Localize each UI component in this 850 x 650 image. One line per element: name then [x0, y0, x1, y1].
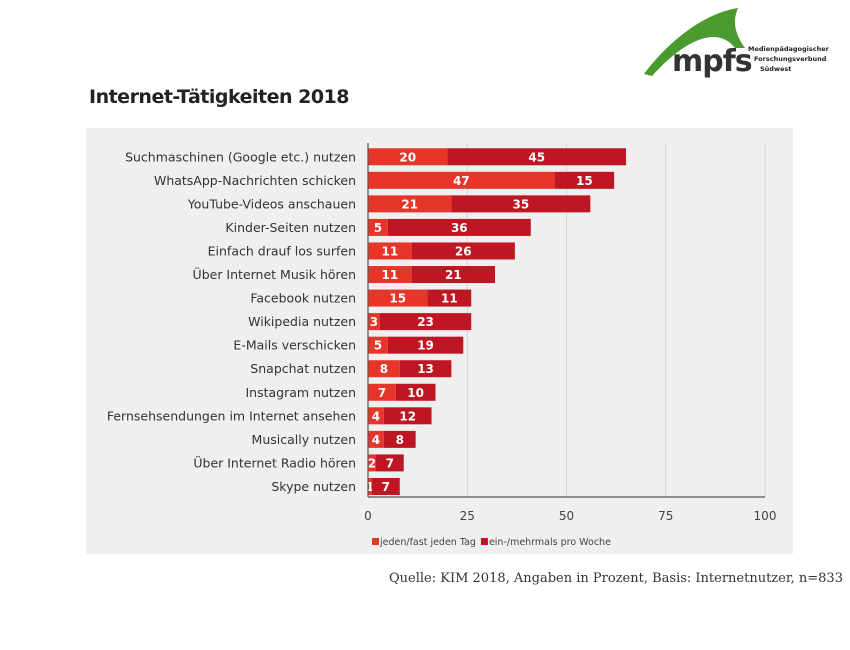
x-tick-label: 25	[460, 509, 475, 523]
bar-segment-daily	[368, 289, 428, 307]
data-label: 10	[407, 386, 424, 400]
logo-subtitle-line: Medienpädagogischer	[748, 45, 829, 53]
x-tick-label: 0	[364, 509, 372, 523]
category-label: Suchmaschinen (Google etc.) nutzen	[125, 149, 356, 164]
category-label: Über Internet Radio hören	[193, 454, 356, 470]
logo-brand: mpfs	[672, 44, 753, 79]
bar-segment-weekly	[399, 360, 452, 378]
category-label: Fernsehsendungen im Internet ansehen	[107, 408, 356, 423]
data-label: 35	[512, 197, 529, 211]
x-tick-label: 75	[658, 509, 673, 523]
bar-segment-weekly	[379, 313, 472, 331]
data-label: 11	[381, 244, 398, 258]
bar-segment-weekly	[375, 454, 404, 472]
category-label: WhatsApp-Nachrichten schicken	[154, 173, 356, 188]
bar-segment-weekly	[371, 477, 400, 495]
x-tick-label: 50	[559, 509, 574, 523]
data-label: 7	[386, 456, 394, 470]
data-label: 7	[378, 386, 386, 400]
logo-subtitle-line: Forschungsverbund	[754, 55, 827, 63]
mpfs-logo: mpfs Medienpädagogischer Forschungsverbu…	[640, 6, 840, 86]
logo-subtitle: Medienpädagogischer Forschungsverbund Sü…	[748, 44, 848, 74]
category-label: Wikipedia nutzen	[248, 314, 356, 329]
bar-segment-weekly	[395, 383, 436, 401]
legend-label: ein-/mehrmals pro Woche	[489, 537, 611, 548]
category-label: Snapchat nutzen	[250, 361, 356, 376]
data-label: 8	[396, 433, 404, 447]
data-label: 13	[417, 362, 434, 376]
bar-segment-weekly	[411, 266, 496, 284]
data-label: 4	[372, 433, 380, 447]
legend-label: jeden/fast jeden Tag	[379, 537, 476, 548]
category-label: Über Internet Musik hören	[193, 266, 356, 282]
data-label: 21	[445, 268, 462, 282]
data-label: 7	[382, 480, 390, 494]
page-title: Internet-Tätigkeiten 2018	[89, 86, 350, 108]
legend-swatch	[372, 538, 379, 545]
category-label: Skype nutzen	[271, 479, 356, 494]
bar-segment-daily	[368, 242, 412, 260]
bar-segment-weekly	[427, 289, 472, 307]
data-label: 45	[528, 150, 545, 164]
data-label: 2	[368, 456, 376, 470]
data-label: 23	[417, 315, 434, 329]
bar-segment-daily	[368, 407, 384, 425]
category-label: YouTube-Videos anschauen	[187, 196, 356, 211]
data-label: 15	[389, 292, 406, 306]
bar-segment-daily	[368, 266, 412, 284]
bar-segment-daily	[368, 148, 448, 166]
category-label: Musically nutzen	[252, 432, 356, 447]
data-label: 5	[374, 339, 382, 353]
data-label: 4	[372, 409, 380, 423]
data-label: 11	[441, 292, 458, 306]
bar-segment-weekly	[387, 218, 531, 236]
data-label: 15	[576, 174, 593, 188]
data-label: 21	[401, 197, 418, 211]
bar-segment-weekly	[383, 407, 432, 425]
data-label: 12	[399, 409, 416, 423]
data-label: 1	[366, 480, 374, 494]
category-label: E-Mails verschicken	[233, 338, 356, 353]
bar-segment-daily	[368, 430, 384, 448]
data-label: 20	[399, 150, 416, 164]
data-label: 3	[370, 315, 378, 329]
bar-segment-daily	[368, 218, 388, 236]
bar-segment-weekly	[383, 430, 416, 448]
data-label: 36	[451, 221, 468, 235]
bar-segment-daily	[368, 454, 376, 472]
data-label: 26	[455, 244, 472, 258]
bar-segment-weekly	[387, 336, 464, 354]
bar-segment-weekly	[451, 195, 591, 213]
data-label: 8	[380, 362, 388, 376]
bar-segment-daily	[368, 360, 400, 378]
data-label: 19	[417, 339, 434, 353]
category-label: Facebook nutzen	[250, 291, 356, 306]
data-label: 11	[381, 268, 398, 282]
bar-segment-weekly	[554, 171, 615, 189]
logo-roof-icon	[644, 8, 745, 76]
bar-segment-daily	[368, 195, 452, 213]
logo-subtitle-line: Südwest	[760, 65, 792, 73]
bar-segment-daily	[368, 383, 396, 401]
legend-swatch	[480, 538, 488, 545]
bar-segment-daily	[368, 477, 372, 495]
category-label: Kinder-Seiten nutzen	[225, 220, 356, 235]
data-label: 47	[453, 174, 470, 188]
category-label: Instagram nutzen	[246, 385, 357, 400]
bar-segment-weekly	[411, 242, 515, 260]
bar-segment-daily	[368, 171, 555, 189]
bar-segment-daily	[368, 313, 380, 331]
data-label: 5	[374, 221, 382, 235]
source-note: Quelle: KIM 2018, Angaben in Prozent, Ba…	[389, 571, 843, 586]
category-label: Einfach drauf los surfen	[208, 243, 356, 258]
bar-segment-daily	[368, 336, 388, 354]
x-tick-label: 100	[754, 509, 777, 523]
bar-segment-weekly	[447, 148, 627, 166]
